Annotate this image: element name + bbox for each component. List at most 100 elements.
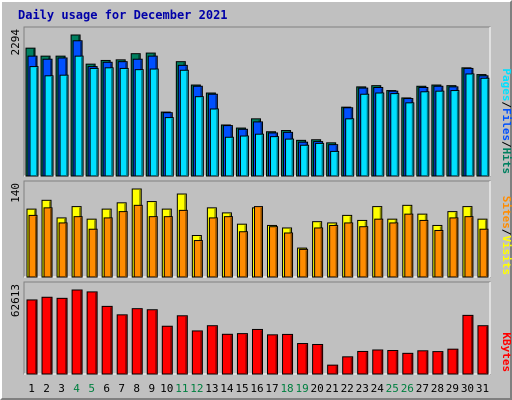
hits-files-pages-pages-bar-18 [285,138,295,177]
visits-sites-sites-bar-27 [419,219,429,278]
hits-files-pages-pages-bar-26 [405,102,415,177]
visits-sites-sites-bar-2 [43,207,53,278]
kbytes-legend: KBytes [500,332,512,372]
visits-sites-sites-bar-5 [88,228,98,278]
legend-Hits-4: Hits [500,148,512,175]
kbytes-kbytes-bar-8 [131,308,143,375]
kbytes-kbytes-bar-2 [41,296,53,375]
kbytes-kbytes-bar-10 [161,325,173,375]
visits-sites-sites-bar-12 [193,240,203,278]
hits-files-pages-pages-bar-21 [330,150,340,177]
visits-sites-sites-bar-23 [359,226,369,278]
visits-sites-sites-bar-3 [58,222,68,278]
hits-files-pages-pages-bar-20 [315,142,325,177]
x-tick-label-24: 24 [371,382,385,395]
hits-files-pages-pages-bar-16 [254,133,264,177]
x-tick-label-11: 11 [175,382,188,395]
kbytes-kbytes-bar-23 [357,350,369,375]
x-tick-label-5: 5 [88,382,95,395]
visits-sites-sites-bar-15 [238,231,248,278]
kbytes-kbytes-bar-17 [267,334,279,375]
hits-files-pages-pages-bar-25 [390,93,400,177]
x-tick-label-17: 17 [265,382,278,395]
visits-sites-sites-bar-11 [178,209,188,278]
visits-sites-sites-bar-7 [118,211,128,278]
hits-files-pages-pages-bar-13 [209,108,219,177]
visits-sites-sites-bar-19 [299,248,309,278]
hits-files-pages-pages-bar-15 [239,135,249,177]
legend-KBytes-0: KBytes [500,332,512,372]
x-tick-label-15: 15 [235,382,248,395]
kbytes-kbytes-bar-27 [417,350,429,375]
x-tick-label-14: 14 [220,382,234,395]
kbytes-kbytes-bar-18 [282,333,294,375]
visits-sites-sites-bar-9 [148,216,158,278]
hits-files-pages-pages-bar-23 [360,93,370,177]
kbytes-kbytes-bar-21 [327,364,339,375]
x-tick-label-2: 2 [43,382,50,395]
hits-files-pages-pages-bar-22 [345,118,355,177]
x-tick-label-19: 19 [295,382,308,395]
kbytes-kbytes-bar-30 [462,314,474,375]
kbytes-kbytes-bar-26 [402,352,414,375]
legend-slash-3: / [500,141,512,148]
x-tick-label-29: 29 [446,382,459,395]
hits-files-pages-pages-bar-19 [300,144,310,177]
kbytes-kbytes-bar-29 [447,348,459,375]
hits-files-pages-pages-bar-12 [194,96,204,177]
visits-sites-sites-bar-25 [389,222,399,278]
kbytes-kbytes-bar-22 [342,356,354,375]
visits-sites-legend: Sites/Visits [500,196,512,275]
visits-sites-sites-bar-18 [284,232,294,278]
hits-files-pages-pages-bar-29 [450,90,460,177]
kbytes-kbytes-bar-16 [251,328,263,375]
visits-sites-sites-bar-22 [344,222,354,278]
visits-sites-sites-bar-24 [374,218,384,278]
hits-files-pages-pages-bar-14 [224,136,234,177]
visits-sites-sites-bar-13 [208,217,218,278]
visits-sites-sites-bar-10 [163,216,173,278]
visits-sites-sites-bar-28 [434,229,444,278]
legend-Sites-0: Sites [500,196,512,229]
kbytes-kbytes-bar-7 [116,314,128,375]
x-tick-label-16: 16 [250,382,263,395]
x-tick-label-28: 28 [431,382,444,395]
hits-files-pages-pages-bar-24 [375,92,385,177]
visits-sites-sites-bar-4 [73,216,83,278]
visits-sites-sites-bar-1 [28,214,38,278]
x-tick-label-13: 13 [205,382,218,395]
kbytes-kbytes-bar-9 [146,309,158,375]
hits-files-pages-pages-bar-28 [435,90,445,177]
kbytes-kbytes-bar-13 [206,325,218,375]
kbytes-kbytes-bar-11 [176,315,188,375]
legend-Files-2: Files [500,108,512,141]
kbytes-kbytes-bar-6 [101,305,113,375]
kbytes-kbytes-bar-5 [86,291,98,375]
visits-sites-sites-bar-30 [464,216,474,278]
visits-sites-sites-bar-17 [269,226,279,278]
legend-Pages-0: Pages [500,68,512,101]
x-tick-label-18: 18 [280,382,293,395]
visits-sites-ymax-label: 140 [9,183,22,203]
hits-files-pages-pages-bar-6 [104,67,114,177]
visits-sites-sites-bar-31 [479,228,489,278]
x-tick-label-6: 6 [103,382,110,395]
visits-sites-sites-bar-16 [253,206,263,278]
legend-slash-1: / [500,101,512,108]
visits-sites-sites-bar-26 [404,213,414,278]
hits-files-pages-pages-bar-31 [480,77,490,177]
kbytes-kbytes-bar-1 [26,299,38,375]
x-tick-label-20: 20 [311,382,324,395]
hits-files-pages-pages-bar-27 [420,91,430,177]
x-tick-label-21: 21 [326,382,339,395]
visits-sites-sites-bar-8 [133,204,143,278]
kbytes-kbytes-bar-20 [312,343,324,375]
hits-files-pages-pages-bar-3 [59,74,69,177]
visits-sites-sites-bar-21 [329,224,339,278]
hits-files-pages-pages-bar-8 [134,69,144,177]
legend-slash-1: / [500,229,512,236]
x-tick-label-1: 1 [28,382,35,395]
kbytes-kbytes-bar-3 [56,297,68,375]
x-tick-label-31: 31 [476,382,489,395]
